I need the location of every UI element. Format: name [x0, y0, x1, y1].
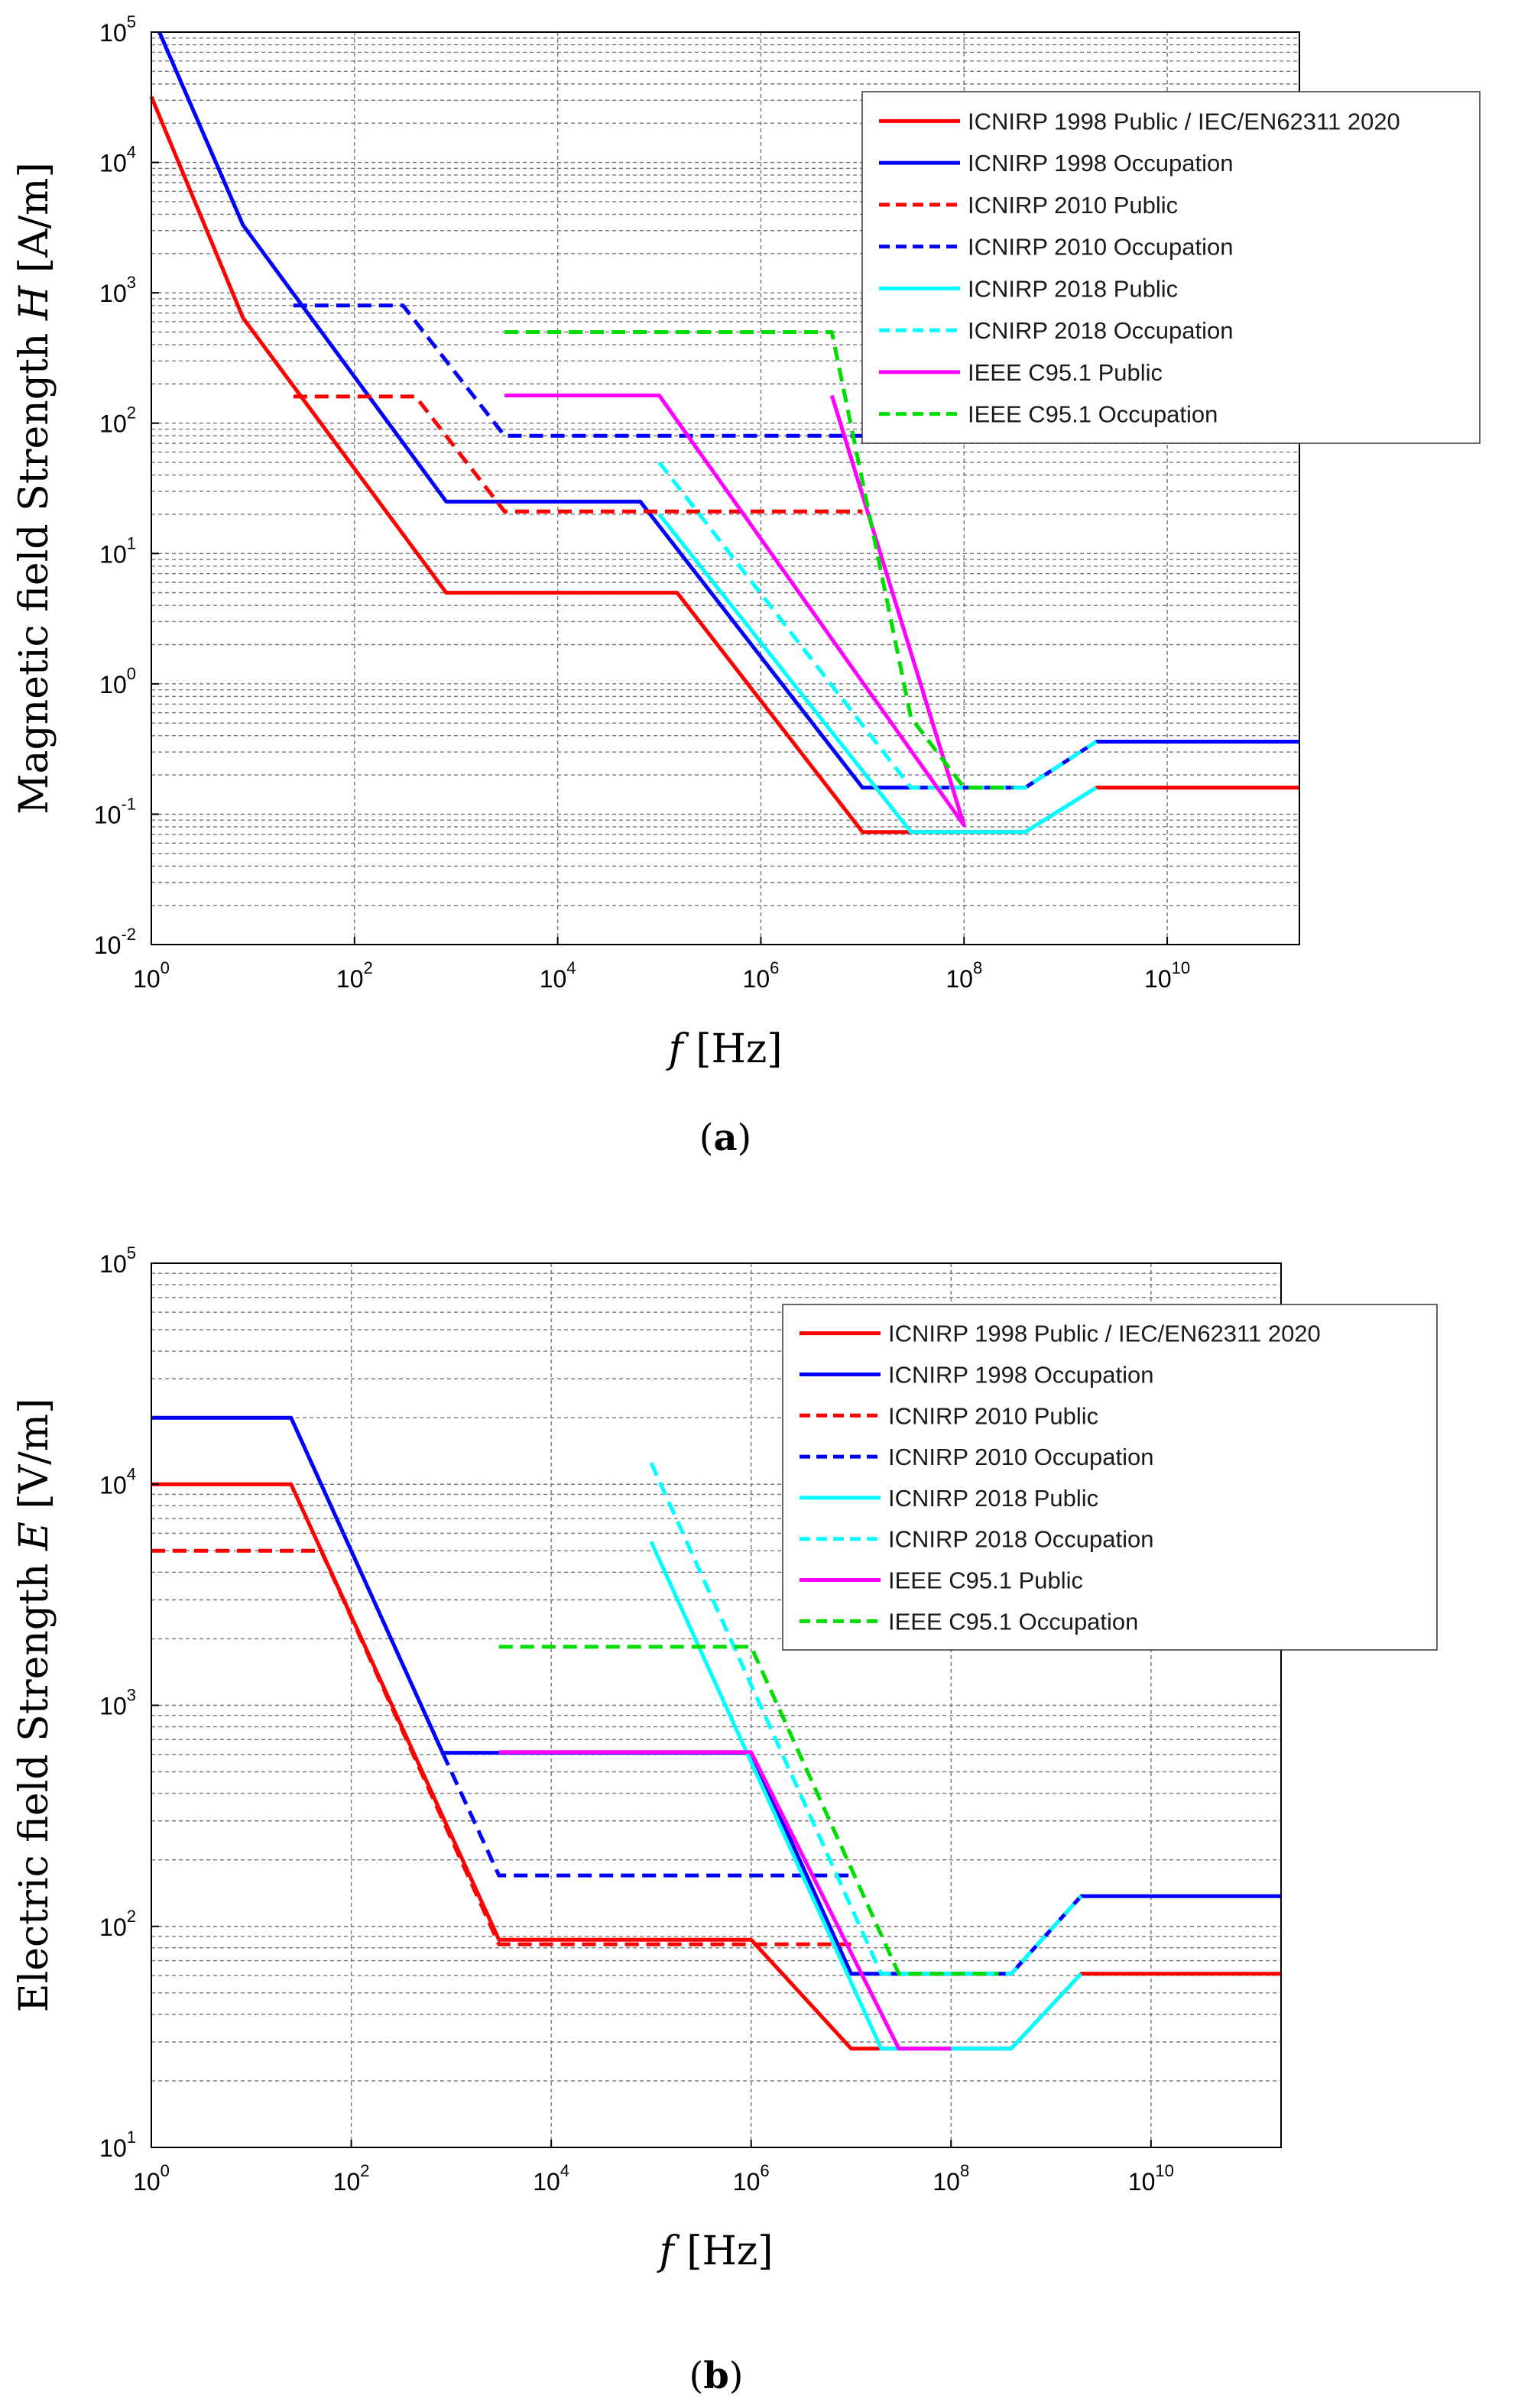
series-group	[149, 31, 1299, 835]
series-line-6	[649, 1462, 1083, 1976]
legend: ICNIRP 1998 Public / IEC/EN62311 2020 ICN…	[782, 1304, 1438, 1651]
series-line-6	[657, 461, 1098, 790]
y-tick-label: 101	[99, 2128, 136, 2162]
legend-label: ICNIRP 2018 Public	[888, 1485, 1098, 1512]
legend-label: ICNIRP 2010 Public	[888, 1402, 1098, 1429]
series-line-8	[504, 330, 1013, 790]
x-tick-label: 100	[133, 958, 170, 993]
legend-label: ICNIRP 1998 Occupation	[888, 1361, 1154, 1388]
legend-label: ICNIRP 2018 Occupation	[968, 317, 1234, 344]
x-axis-label: f [Hz]	[665, 1026, 782, 1072]
legend-box	[861, 91, 1481, 444]
x-tick-label: 104	[533, 2161, 569, 2196]
y-tick-label: 10-2	[94, 925, 136, 959]
y-axis-label: Electric field Strength E [V/m]	[11, 1398, 57, 2013]
series-group	[151, 1415, 1281, 2051]
x-tick-label: 108	[933, 2161, 969, 2196]
grid	[151, 1263, 1281, 2147]
y-tick-label: 104	[99, 1464, 136, 1499]
y-tick-label: 103	[99, 1686, 136, 1720]
legend-label: ICNIRP 1998 Public / IEC/EN62311 2020	[888, 1321, 1321, 1347]
y-tick-label: 104	[99, 143, 136, 177]
y-tick-label: 103	[99, 273, 136, 307]
panel-b-chart: 101 102 103 104 105 100 102 104 106 108 1010 f [Hz]…	[11, 1243, 1438, 2397]
legend-label: IEEE C95.1 Occupation	[888, 1608, 1138, 1635]
panel-label: (b)	[689, 2355, 743, 2397]
y-tick-label: 105	[99, 1243, 136, 1278]
legend: ICNIRP 1998 Public / IEC/EN62311 2020 ICN…	[861, 91, 1481, 444]
legend-label: ICNIRP 2010 Occupation	[968, 234, 1234, 261]
legend-label: IEEE C95.1 Public	[888, 1567, 1083, 1594]
x-tick-label: 102	[336, 958, 373, 993]
legend-box	[782, 1304, 1438, 1651]
series-line-4	[293, 303, 1269, 438]
legend-label: ICNIRP 2018 Occupation	[888, 1526, 1154, 1553]
legend-label: ICNIRP 2010 Occupation	[888, 1444, 1154, 1470]
y-tick-label: 101	[99, 533, 136, 568]
series-line-3	[293, 394, 863, 514]
y-tick-label: 10-1	[94, 794, 136, 828]
series-line-4	[440, 1752, 851, 1878]
y-axis-label: Magnetic field Strength H [A/m]	[11, 162, 57, 815]
y-tick-label: 102	[99, 403, 136, 438]
panel-a-chart: 10-2 10-1 100 101 102 103 104 105 100 102 104 106 10…	[11, 12, 1481, 1159]
y-tick-label: 100	[99, 664, 136, 698]
x-tick-label: 1010	[1128, 2161, 1174, 2196]
x-tick-label: 1010	[1144, 958, 1190, 993]
x-tick-label: 102	[333, 2161, 370, 2196]
series-line-2	[157, 31, 1299, 790]
legend-label: ICNIRP 2010 Public	[968, 192, 1178, 219]
x-tick-label: 106	[733, 2161, 770, 2196]
legend-label: IEEE C95.1 Occupation	[968, 401, 1218, 428]
y-tick-label: 105	[99, 12, 136, 47]
x-tick-label: 100	[133, 2161, 170, 2196]
x-tick-label: 106	[743, 958, 780, 993]
series-line-3	[151, 1548, 851, 1946]
x-tick-label: 104	[540, 958, 576, 993]
legend-label: ICNIRP 1998 Public / IEC/EN62311 2020	[968, 108, 1400, 134]
series-line-5	[657, 513, 1098, 835]
legend-label: ICNIRP 1998 Occupation	[968, 150, 1234, 177]
y-tick-label: 102	[99, 1907, 136, 1941]
panel-label: (a)	[699, 1116, 752, 1159]
axes-frame	[151, 31, 1300, 945]
legend-label: ICNIRP 2018 Public	[968, 275, 1178, 302]
legend-label: IEEE C95.1 Public	[968, 359, 1163, 386]
series-line-7	[498, 1750, 952, 2051]
series-line-7	[504, 394, 966, 828]
x-tick-label: 108	[946, 958, 982, 993]
x-axis-label: f [Hz]	[656, 2228, 773, 2274]
series-line-8	[498, 1645, 999, 1976]
